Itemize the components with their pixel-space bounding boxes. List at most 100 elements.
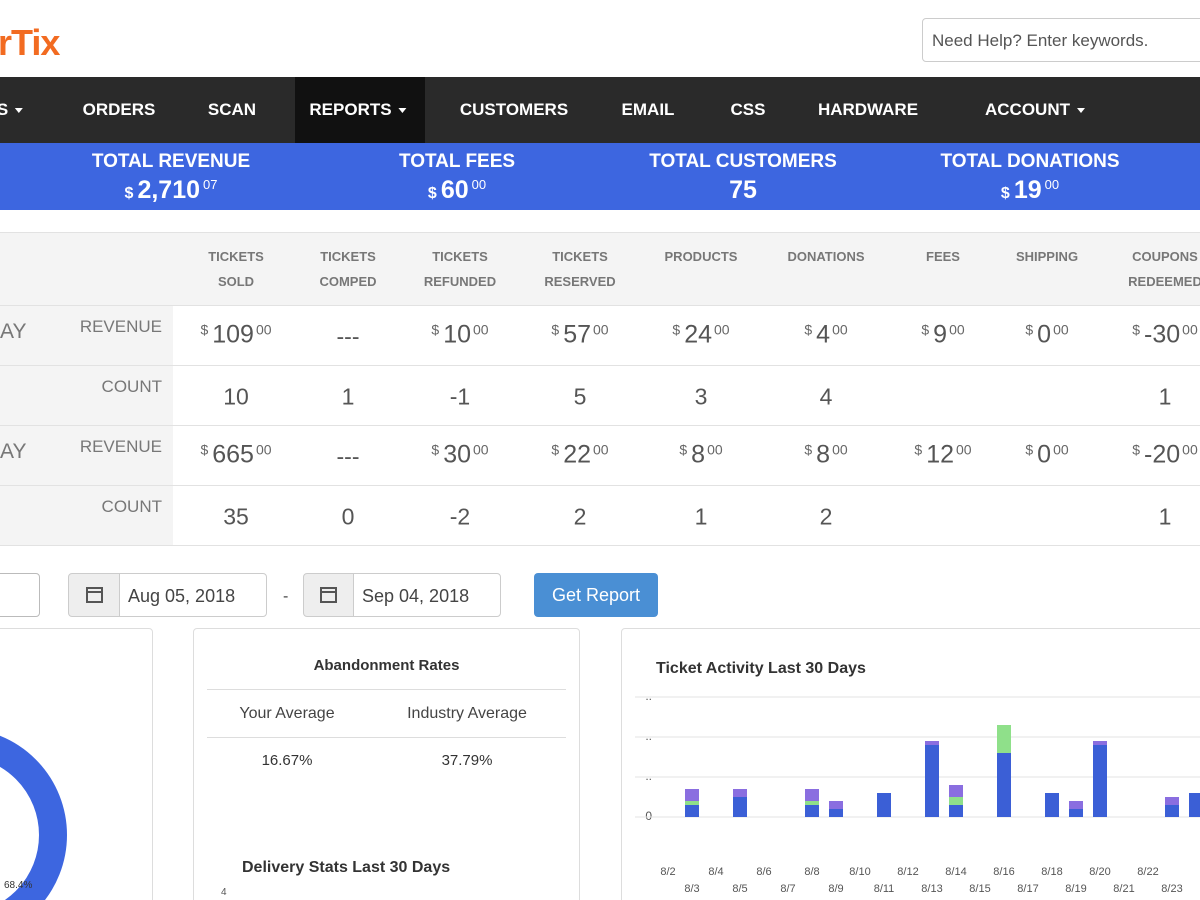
currency: $ bbox=[431, 321, 440, 338]
chart-title: Ticket Activity Last 30 Days bbox=[656, 660, 866, 677]
donut-label: 68.4% bbox=[4, 880, 32, 891]
bar-segment bbox=[1189, 793, 1200, 817]
summary-label: TOTAL DONATIONS bbox=[940, 151, 1120, 172]
bar-segment bbox=[805, 789, 819, 801]
count-cell: 1 bbox=[1158, 383, 1172, 410]
group-label: AY bbox=[0, 440, 27, 463]
cents: 00 bbox=[255, 321, 272, 338]
nav-item[interactable]: S bbox=[0, 77, 23, 143]
search-box[interactable]: Need Help? Enter keywords. bbox=[922, 18, 1200, 62]
nav-item[interactable]: EMAIL bbox=[621, 100, 675, 119]
bar-segment bbox=[1069, 801, 1083, 809]
amount: 109 bbox=[212, 320, 254, 349]
count-cell: 1 bbox=[1158, 503, 1172, 530]
column-header: SHIPPING bbox=[1015, 249, 1079, 264]
currency: $ bbox=[124, 185, 134, 202]
row-label: REVENUE bbox=[79, 317, 162, 336]
bar-segment bbox=[997, 753, 1011, 817]
select[interactable] bbox=[0, 573, 40, 617]
bar-segment bbox=[685, 801, 699, 805]
cents: 00 bbox=[471, 177, 487, 192]
revenue-cell: $0 00 bbox=[1025, 441, 1068, 470]
nav-item[interactable]: REPORTS bbox=[309, 77, 406, 143]
summary-bar bbox=[0, 143, 1200, 210]
currency: $ bbox=[427, 185, 437, 202]
nav-item[interactable]: SCAN bbox=[207, 100, 257, 119]
column-header: FEES bbox=[926, 249, 960, 264]
currency: $ bbox=[1132, 321, 1141, 338]
amount: 12 bbox=[926, 440, 955, 469]
cents: 07 bbox=[203, 177, 218, 192]
revenue-cell: $ -20 00 bbox=[1132, 441, 1198, 470]
panel-title: Abandonment Rates bbox=[313, 657, 460, 674]
end-date[interactable]: Sep 04, 2018 bbox=[353, 573, 501, 617]
x-tick-label: 8/21 bbox=[1113, 883, 1134, 895]
count-cell: 2 bbox=[819, 503, 833, 530]
revenue-cell: $0 00 bbox=[1025, 321, 1068, 350]
bar-segment bbox=[1093, 745, 1107, 817]
cents: 00 bbox=[255, 441, 272, 458]
x-tick-label: 8/11 bbox=[874, 883, 895, 895]
currency: $ bbox=[1025, 441, 1034, 458]
count-cell: 1 bbox=[694, 503, 708, 530]
x-tick-label: 8/4 bbox=[708, 866, 723, 878]
nav-item[interactable]: ACCOUNT bbox=[985, 77, 1085, 143]
amount: 22 bbox=[563, 440, 592, 469]
logo[interactable]: rTix bbox=[0, 22, 60, 63]
amount: 60 bbox=[440, 176, 469, 204]
bar-segment bbox=[685, 805, 699, 817]
currency: $ bbox=[679, 441, 688, 458]
x-tick-label: 8/14 bbox=[945, 866, 966, 878]
y-tick-label: 0 bbox=[645, 809, 652, 823]
x-tick-label: 8/15 bbox=[969, 883, 990, 895]
cents: 00 bbox=[1044, 177, 1060, 192]
group-label: AY bbox=[0, 320, 27, 343]
column-header: Your Average bbox=[239, 705, 335, 722]
nav-item[interactable]: CSS bbox=[730, 100, 766, 119]
summary-value: $60 00 bbox=[307, 176, 607, 205]
y-tick-label: .. bbox=[645, 689, 652, 703]
calendar-glyph bbox=[320, 587, 337, 603]
bar-segment bbox=[877, 793, 891, 817]
amount: 75 bbox=[729, 176, 757, 204]
count-cell: 1 bbox=[341, 383, 355, 410]
bar-segment bbox=[949, 797, 963, 805]
column-header: DONATIONS bbox=[787, 249, 865, 264]
column-header: Industry Average bbox=[407, 705, 527, 722]
amount: 9 bbox=[933, 320, 948, 349]
row-label: COUNT bbox=[101, 377, 162, 396]
rate-value: 37.79% bbox=[441, 752, 493, 769]
donut: 68.4% bbox=[0, 735, 67, 900]
cents: 00 bbox=[714, 321, 730, 338]
x-tick-label: 8/8 bbox=[804, 866, 819, 878]
y-tick-label: .. bbox=[645, 769, 652, 783]
currency: $ bbox=[672, 321, 681, 338]
column-header: TICKETS SOLD bbox=[208, 249, 264, 289]
bar-segment bbox=[925, 741, 939, 745]
get-report-button[interactable]: Get Report bbox=[534, 573, 658, 617]
cents: 00 bbox=[707, 441, 723, 458]
column-header: PRODUCTS bbox=[664, 249, 738, 264]
currency: $ bbox=[431, 441, 440, 458]
nav-item[interactable]: ORDERS bbox=[82, 100, 156, 119]
rate-value: 16.67% bbox=[261, 752, 313, 769]
summary-label: TOTAL REVENUE bbox=[91, 151, 251, 172]
nav-item[interactable]: HARDWARE bbox=[817, 100, 919, 119]
x-tick-label: 8/16 bbox=[993, 866, 1014, 878]
amount: 0 bbox=[1037, 320, 1052, 349]
delivery-title: Delivery Stats Last 30 Days bbox=[242, 859, 451, 876]
column-header: COUPONS REDEEMED bbox=[1128, 249, 1200, 289]
cents: 00 bbox=[832, 441, 848, 458]
x-tick-label: 8/5 bbox=[732, 883, 747, 895]
revenue-cell: $ -30 00 bbox=[1132, 321, 1198, 350]
revenue-cell: $665 00 bbox=[200, 441, 271, 470]
start-date[interactable]: Aug 05, 2018 bbox=[119, 573, 267, 617]
x-tick-label: 8/19 bbox=[1065, 883, 1086, 895]
bar-segment bbox=[1069, 809, 1083, 817]
count-cell: --- bbox=[336, 443, 360, 470]
bar-segment bbox=[1165, 797, 1179, 805]
nav-item[interactable]: CUSTOMERS bbox=[459, 100, 569, 119]
row-label: COUNT bbox=[101, 497, 162, 516]
summary-label: TOTAL FEES bbox=[398, 151, 516, 172]
